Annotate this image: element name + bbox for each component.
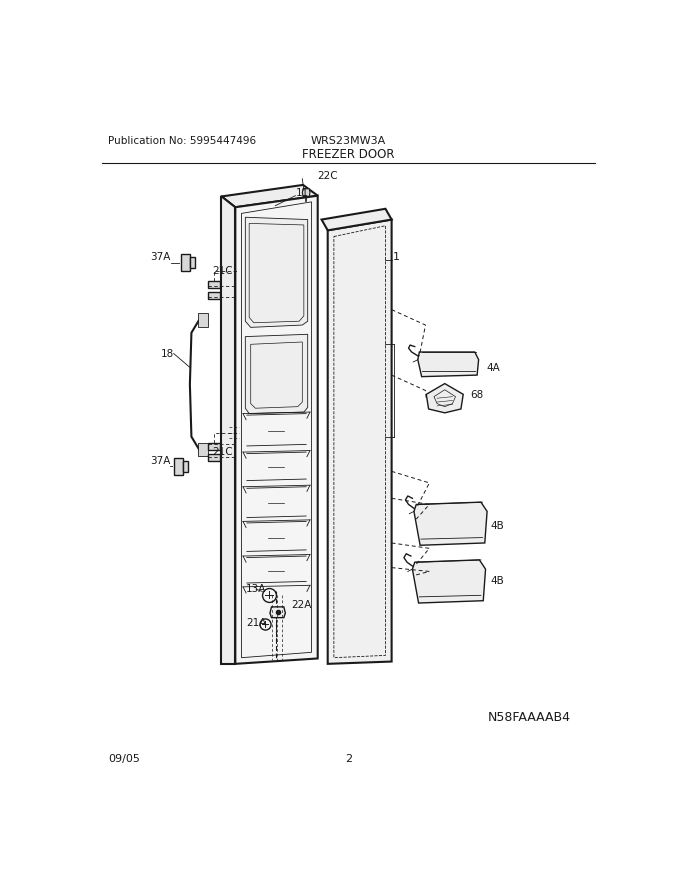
Polygon shape [426,384,463,413]
Polygon shape [190,257,194,268]
Polygon shape [198,443,208,456]
Text: FREEZER DOOR: FREEZER DOOR [302,148,395,161]
Polygon shape [328,219,392,664]
Text: 11: 11 [295,187,309,198]
Polygon shape [207,454,220,460]
Polygon shape [245,334,307,414]
Text: 18: 18 [160,348,174,358]
Text: 09/05: 09/05 [108,753,140,764]
Text: 4B: 4B [490,521,504,531]
Polygon shape [418,352,479,377]
Text: 68: 68 [470,390,483,400]
Text: N58FAAAAB4: N58FAAAAB4 [488,711,571,724]
Text: 37A: 37A [150,457,171,466]
Text: 2: 2 [345,753,352,764]
Text: 21C: 21C [212,266,233,276]
Text: 22A: 22A [291,600,311,611]
Text: 37A: 37A [150,252,171,261]
Text: WRS23MW3A: WRS23MW3A [311,136,386,146]
Polygon shape [245,217,307,327]
Text: Publication No: 5995447496: Publication No: 5995447496 [108,136,256,146]
Text: 22C: 22C [318,172,339,181]
Polygon shape [173,458,183,475]
Text: 4B: 4B [490,576,504,586]
Polygon shape [183,461,188,472]
Polygon shape [207,292,220,299]
Text: 4A: 4A [486,363,500,373]
Text: 21A: 21A [246,618,267,628]
Polygon shape [222,185,318,207]
Polygon shape [207,443,220,450]
Polygon shape [207,282,220,288]
Text: 1: 1 [393,252,400,261]
Polygon shape [235,195,318,664]
Polygon shape [322,209,392,231]
Polygon shape [303,188,310,196]
Polygon shape [222,196,235,664]
Polygon shape [198,313,208,326]
Polygon shape [181,254,190,271]
Text: 13A: 13A [246,584,267,594]
Polygon shape [414,502,487,546]
Polygon shape [412,560,486,603]
Text: 21C: 21C [212,447,233,457]
Polygon shape [270,607,286,618]
